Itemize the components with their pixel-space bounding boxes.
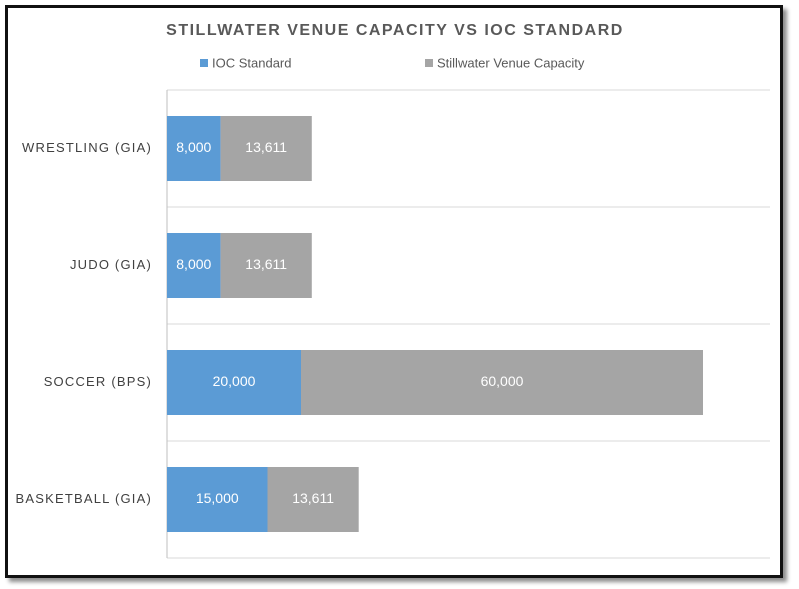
bar [167,233,221,298]
bar [167,116,221,181]
value-label: 8,000 [176,139,211,155]
value-label: 15,000 [196,490,239,506]
value-label: 8,000 [176,256,211,272]
chart-frame [5,5,783,578]
value-label: 13,611 [245,139,287,155]
legend-label: IOC Standard [212,55,292,70]
value-label: 13,611 [245,256,287,272]
y-tick-label: JUDO (GIA) [70,257,152,272]
value-label: 13,611 [292,490,334,506]
bar [167,467,268,532]
bar [267,467,359,532]
bar [220,116,312,181]
chart-title: STILLWATER VENUE CAPACITY VS IOC STANDAR… [166,22,624,39]
legend-swatch [200,59,208,67]
value-label: 60,000 [481,373,524,389]
y-tick-label: WRESTLING (GIA) [22,140,152,155]
y-tick-label: SOCCER (BPS) [44,374,152,389]
bar [301,350,703,415]
value-label: 20,000 [213,373,256,389]
bar [167,350,301,415]
y-tick-label: BASKETBALL (GIA) [16,491,152,506]
legend-label: Stillwater Venue Capacity [437,55,585,70]
bar [220,233,312,298]
legend-swatch [425,59,433,67]
